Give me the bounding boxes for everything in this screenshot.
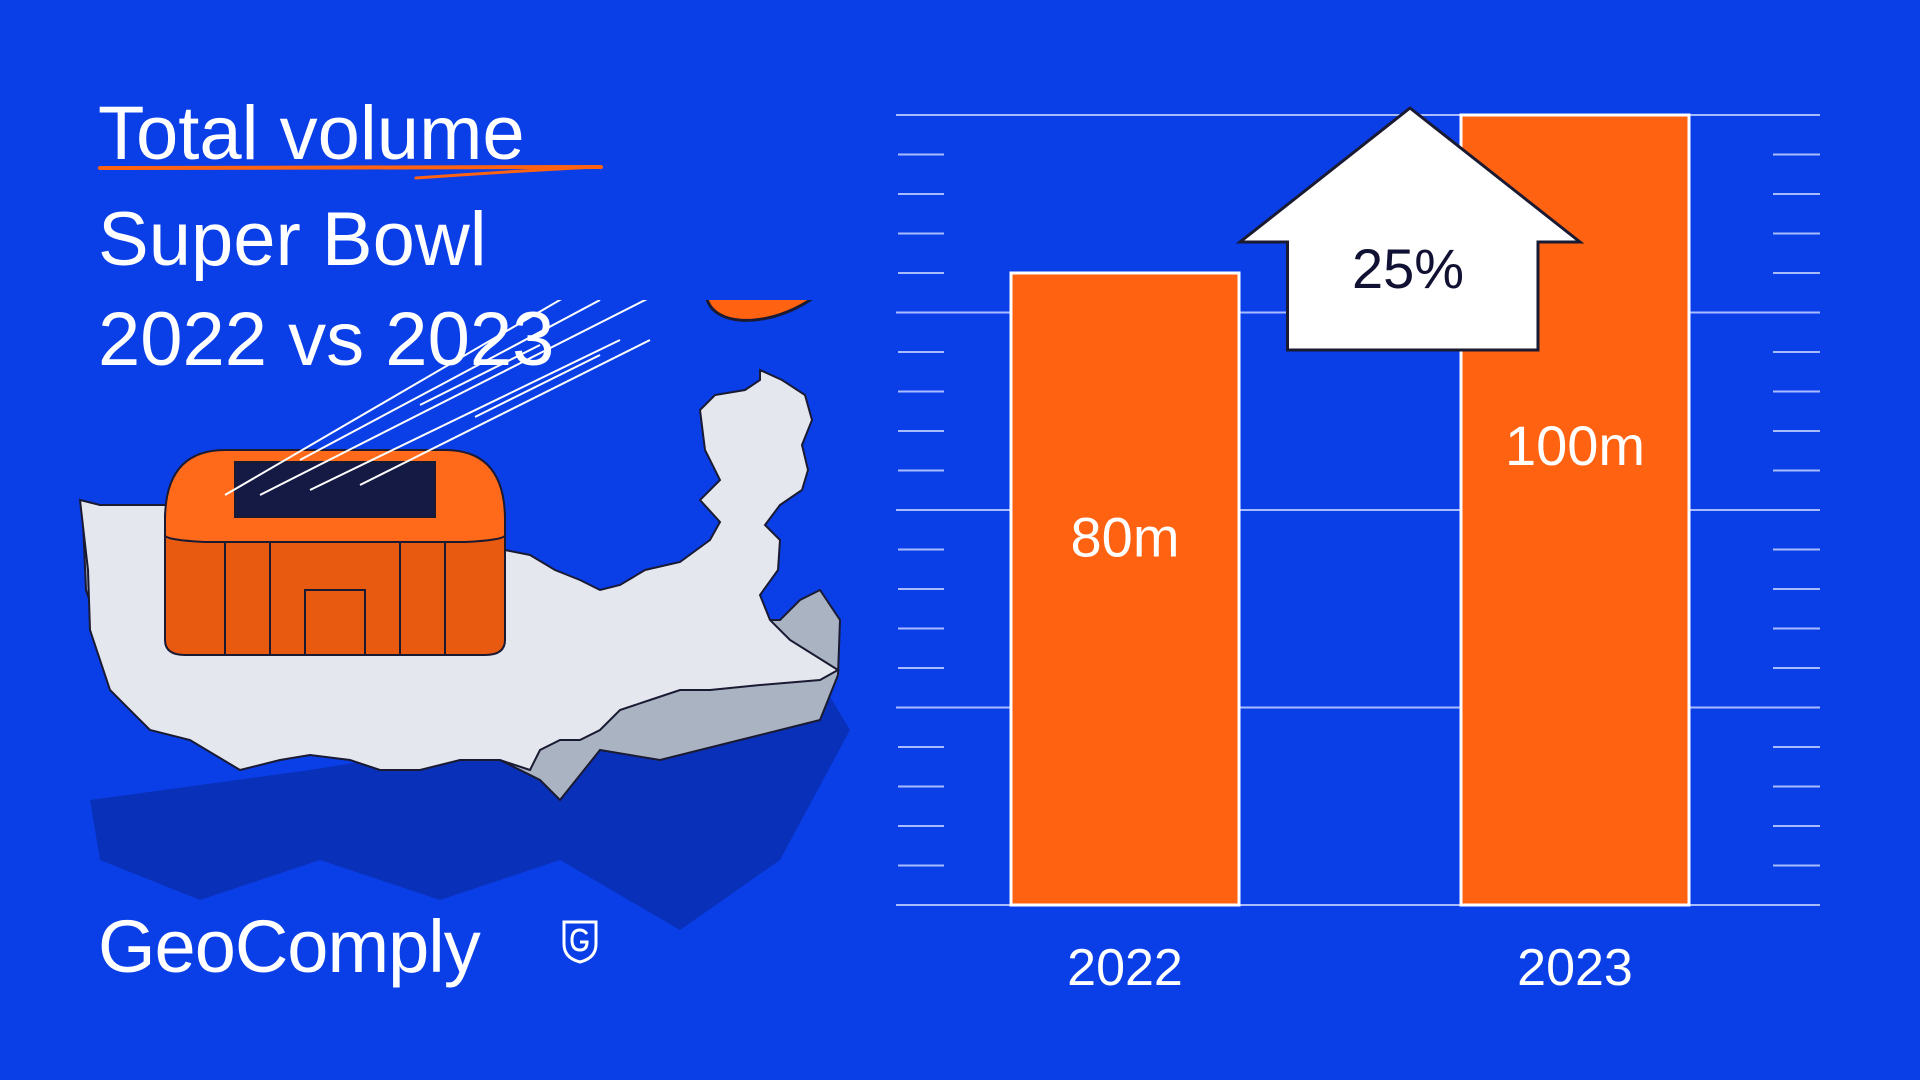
stadium — [164, 449, 506, 656]
x-tick-label: 2023 — [1517, 939, 1633, 997]
title-line-2: Super Bowl — [98, 197, 487, 282]
brand-logo: GeoComply — [98, 905, 481, 988]
title-line-1: Total volume — [98, 91, 525, 176]
category-labels: 2022 2023 — [1067, 939, 1633, 997]
stadium-map-illustration — [78, 300, 850, 930]
change-label: 25% — [1352, 237, 1464, 300]
title-underline — [98, 165, 603, 180]
bar-chart: 25% 80m 100m 2022 2023 — [896, 106, 1820, 997]
x-tick-label: 2022 — [1067, 939, 1183, 997]
growth-arrow: 25% — [1235, 106, 1585, 352]
up-arrow-icon — [1235, 106, 1585, 352]
data-label: 100m — [1505, 414, 1645, 477]
football-icon — [704, 300, 849, 322]
bar-labels: 80m 100m — [1071, 414, 1646, 569]
shield-g-icon — [562, 920, 598, 964]
bar-2022 — [1009, 271, 1241, 907]
motion-lines — [224, 300, 651, 496]
data-label: 80m — [1071, 505, 1180, 568]
